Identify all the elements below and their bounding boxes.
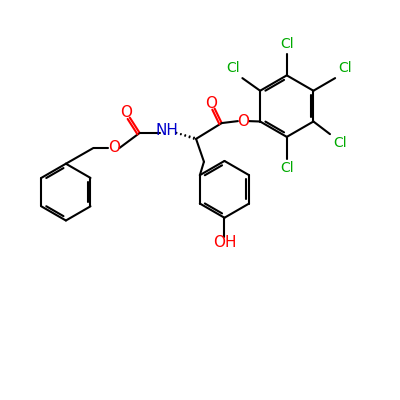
Text: Cl: Cl [280, 37, 294, 51]
Text: Cl: Cl [333, 136, 346, 150]
Text: O: O [120, 105, 132, 120]
Text: O: O [205, 96, 217, 111]
Text: Cl: Cl [226, 61, 240, 75]
Text: Cl: Cl [280, 160, 294, 174]
Text: O: O [108, 140, 120, 156]
Text: O: O [237, 114, 249, 129]
Text: Cl: Cl [338, 61, 352, 75]
Text: NH: NH [155, 124, 178, 138]
Text: OH: OH [213, 235, 236, 250]
